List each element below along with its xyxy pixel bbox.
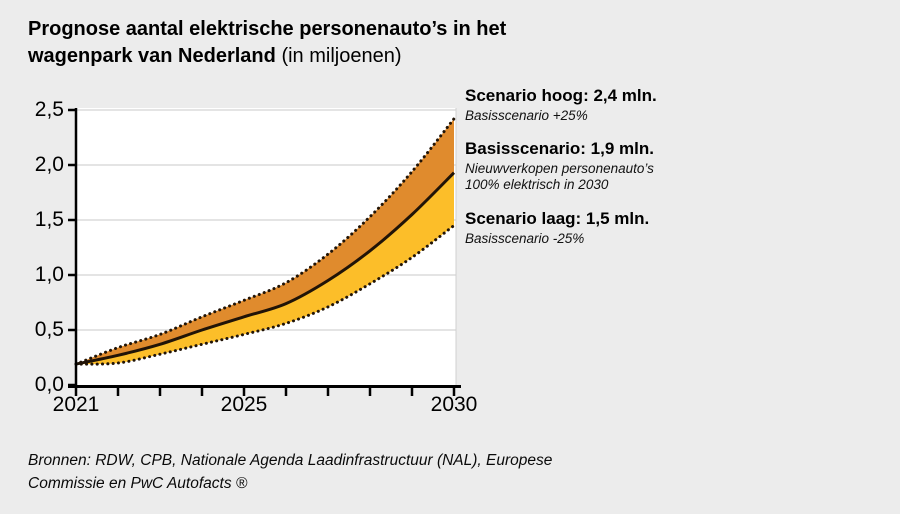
legend-title-basis: Basisscenario: 1,9 mln. <box>465 139 654 158</box>
legend-item-scenario-hoog: Scenario hoog: 2,4 mln. Basisscenario +2… <box>465 86 657 124</box>
chart-title-main: Prognose aantal elektrische personenauto… <box>28 18 507 67</box>
line-basisscenario-solid <box>75 171 456 366</box>
chart-title: Prognose aantal elektrische personenauto… <box>28 16 583 70</box>
line-scenario-laag-dotted <box>74 224 456 366</box>
y-tick-label: 1,0 <box>34 263 64 286</box>
legend-subtitle-basis: Nieuwverkopen personenauto’s 100% elektr… <box>465 161 654 192</box>
legend-item-basisscenario: Basisscenario: 1,9 mln. Nieuwverkopen pe… <box>465 139 654 193</box>
legend-subtitle-hoog: Basisscenario +25% <box>465 108 588 123</box>
chart-title-unit: (in miljoenen) <box>281 45 402 67</box>
legend-title-hoog: Scenario hoog: 2,4 mln. <box>465 86 657 105</box>
legend-title-laag: Scenario laag: 1,5 mln. <box>465 209 650 228</box>
legend-subtitle-laag: Basisscenario -25% <box>465 231 585 246</box>
band-scenario-hoog <box>76 118 454 365</box>
y-tick-label: 1,5 <box>34 208 64 231</box>
y-tick-label: 0,5 <box>34 318 64 341</box>
legend-item-scenario-laag: Scenario laag: 1,5 mln. Basisscenario -2… <box>465 209 649 247</box>
band-scenario-laag <box>76 172 454 365</box>
x-tick-label: 2030 <box>430 393 478 416</box>
y-tick-label: 0,0 <box>34 373 64 396</box>
source-attribution: Bronnen: RDW, CPB, Nationale Agenda Laad… <box>28 452 553 492</box>
y-tick-label: 2,5 <box>34 98 64 121</box>
y-tick-label: 2,0 <box>34 153 64 176</box>
x-tick-label: 2025 <box>220 393 268 416</box>
line-scenario-hoog-dotted <box>74 117 456 366</box>
x-tick-label: 2021 <box>52 393 100 416</box>
